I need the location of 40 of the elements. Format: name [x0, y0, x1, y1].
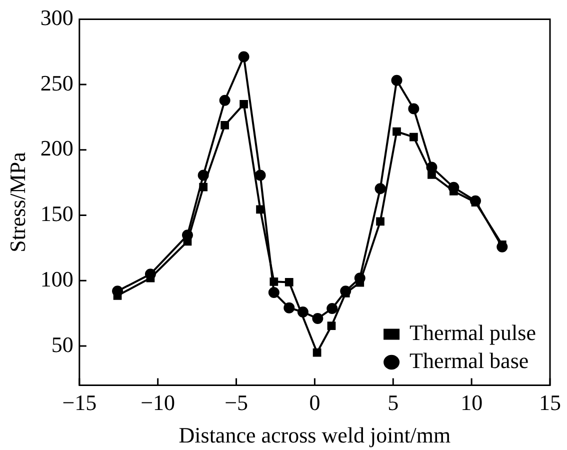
- point: [327, 322, 336, 330]
- point: [408, 103, 420, 114]
- y-axis-title: Stress/MPa: [4, 152, 30, 252]
- point: [410, 132, 418, 142]
- point: [220, 121, 229, 130]
- point: [256, 205, 264, 214]
- y-tick-label: 300: [40, 4, 74, 30]
- point: [219, 94, 230, 106]
- x-tick-label: 10: [460, 390, 483, 416]
- point: [268, 287, 280, 298]
- legend-label: Thermal base: [410, 348, 529, 373]
- point: [374, 183, 386, 194]
- point: [428, 170, 436, 179]
- point: [312, 348, 322, 357]
- point: [391, 74, 402, 86]
- y-tick-label: 250: [40, 70, 74, 96]
- point: [392, 127, 401, 136]
- y-tick-label: 50: [51, 332, 74, 357]
- point: [254, 170, 266, 181]
- point: [238, 51, 250, 62]
- point: [326, 302, 338, 314]
- point: [284, 302, 295, 314]
- y-tick-label: 100: [40, 266, 74, 292]
- x-tick-label: 5: [388, 390, 399, 416]
- x-tick-label: 0: [309, 390, 320, 416]
- point: [199, 182, 208, 192]
- legend-label: Thermal pulse: [410, 320, 536, 345]
- y-tick-label: 150: [40, 201, 74, 226]
- point: [376, 217, 384, 226]
- point: [240, 100, 248, 108]
- x-tick-label: −5: [224, 390, 248, 416]
- point: [312, 313, 324, 324]
- x-tick-label: −10: [140, 390, 176, 416]
- point: [270, 277, 278, 286]
- point: [284, 278, 294, 286]
- x-tick-label: −15: [62, 390, 97, 416]
- y-tick-label: 200: [40, 136, 74, 161]
- point: [183, 237, 192, 246]
- x-axis-title: Distance across weld joint/mm: [178, 422, 451, 448]
- x-tick-label: 15: [539, 390, 561, 416]
